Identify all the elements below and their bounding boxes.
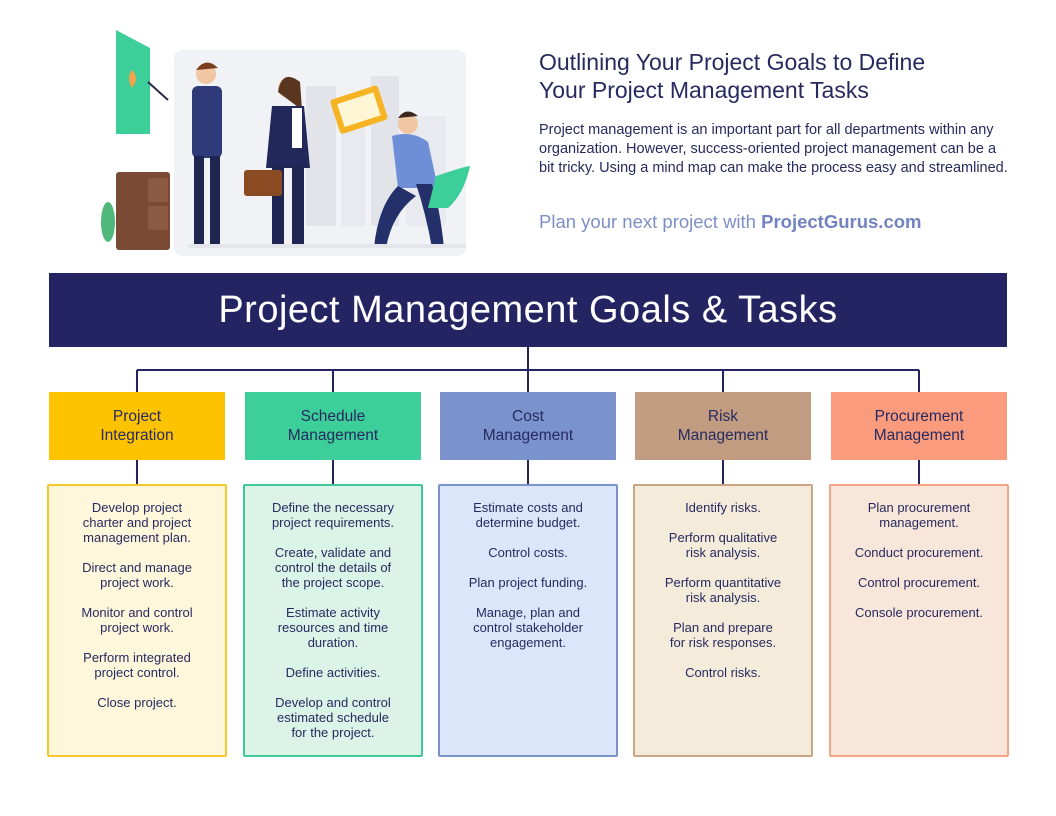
- briefcase-shape: [244, 170, 282, 196]
- task-item: Estimate costs and determine budget.: [473, 500, 583, 530]
- main-banner: Project Management Goals & Tasks: [49, 273, 1007, 347]
- task-item: Perform qualitative risk analysis.: [668, 530, 778, 560]
- tasks-schedule-management: Define the necessary project requirement…: [243, 484, 423, 757]
- tasks-project-integration: Develop project charter and project mana…: [47, 484, 227, 757]
- task-item: Create, validate and control the details…: [274, 545, 392, 590]
- node-title: Schedule Management: [287, 408, 379, 444]
- task-item: Control procurement.: [857, 575, 981, 590]
- task-item: Control risks.: [685, 665, 761, 680]
- cta-line: Plan your next project with ProjectGurus…: [539, 211, 1009, 233]
- banner-title: Project Management Goals & Tasks: [218, 288, 838, 331]
- node-title: Cost Management: [482, 408, 574, 444]
- task-item: Define the necessary project requirement…: [271, 500, 395, 530]
- task-item: Perform quantitative risk analysis.: [664, 575, 782, 605]
- task-item: Perform integrated project control.: [83, 650, 191, 680]
- task-item: Conduct procurement.: [854, 545, 984, 560]
- task-item: Direct and manage project work.: [82, 560, 192, 590]
- task-item: Plan procurement management.: [867, 500, 971, 530]
- intro-paragraph: Project management is an important part …: [539, 122, 1008, 176]
- node-procurement-management: Procurement Management: [831, 392, 1007, 460]
- folder-shape: [330, 85, 388, 134]
- task-item: Close project.: [97, 695, 177, 710]
- tasks-cost-management: Estimate costs and determine budget. Con…: [438, 484, 618, 757]
- tasks-risk-management: Identify risks. Perform qualitative risk…: [633, 484, 813, 757]
- task-item: Plan project funding.: [468, 575, 588, 590]
- task-item: Develop and control estimated schedule f…: [275, 695, 391, 740]
- tasks-procurement-management: Plan procurement management. Conduct pro…: [829, 484, 1009, 757]
- node-risk-management: Risk Management: [635, 392, 811, 460]
- task-item: Develop project charter and project mana…: [82, 500, 192, 545]
- team-illustration: [101, 30, 470, 256]
- chair-shape: [428, 166, 470, 208]
- task-item: Estimate activity resources and time dur…: [277, 605, 389, 650]
- node-project-integration: Project Integration: [49, 392, 225, 460]
- task-item: Plan and prepare for risk responses.: [669, 620, 777, 650]
- cta-prefix: Plan your next project with: [539, 211, 762, 232]
- task-item: Manage, plan and control stakeholder eng…: [473, 605, 583, 650]
- task-item: Control costs.: [488, 545, 568, 560]
- node-title: Project Integration: [100, 408, 174, 444]
- task-item: Define activities.: [285, 665, 381, 680]
- task-item: Console procurement.: [855, 605, 983, 620]
- node-title: Procurement Management: [873, 408, 965, 444]
- node-schedule-management: Schedule Management: [245, 392, 421, 460]
- task-item: Monitor and control project work.: [81, 605, 193, 635]
- headline: Outlining Your Project Goals to Define Y…: [539, 49, 926, 103]
- brand-name[interactable]: ProjectGurus.com: [761, 211, 922, 232]
- node-title: Risk Management: [677, 408, 769, 444]
- task-item: Identify risks.: [685, 500, 761, 515]
- node-cost-management: Cost Management: [440, 392, 616, 460]
